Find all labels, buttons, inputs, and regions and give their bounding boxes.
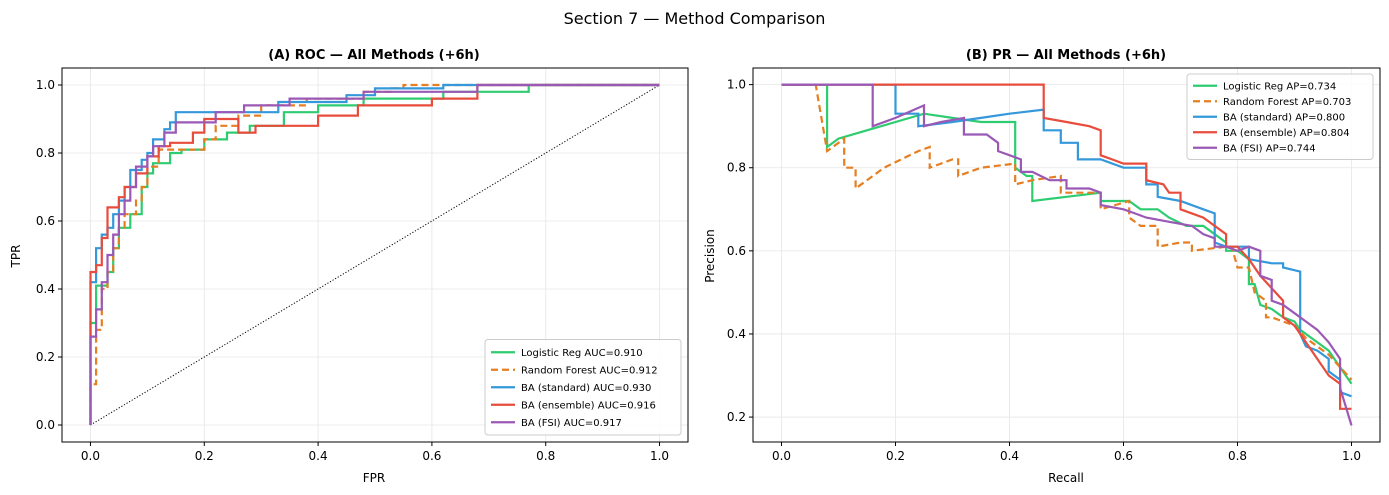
pr-ytick-label: 0.8 [727, 161, 746, 175]
pr-legend-label-4: BA (FSI) AP=0.744 [1223, 143, 1316, 154]
pr-xlabel: Recall [1048, 471, 1084, 485]
pr-legend-label-3: BA (ensemble) AP=0.804 [1223, 128, 1350, 139]
roc-ylabel: TPR [9, 245, 23, 269]
roc-legend-label-3: BA (ensemble) AUC=0.916 [521, 400, 656, 411]
roc-legend-label-0: Logistic Reg AUC=0.910 [521, 348, 643, 359]
roc-ytick-label: 0.2 [36, 350, 55, 364]
pr-xtick-label: 0.8 [1228, 449, 1247, 463]
pr-legend-label-2: BA (standard) AP=0.800 [1223, 112, 1345, 123]
roc-series-4 [89, 83, 660, 425]
roc-xtick-label: 0.4 [309, 449, 328, 463]
roc-title: (A) ROC — All Methods (+6h) [268, 48, 479, 63]
roc-legend-label-4: BA (FSI) AUC=0.917 [521, 418, 622, 429]
pr-xtick-label: 0.0 [772, 449, 791, 463]
roc-ytick-label: 0.8 [36, 146, 55, 160]
pr-legend-box [1186, 73, 1374, 160]
pr-ytick-label: 0.4 [727, 327, 746, 341]
roc-ytick-label: 0.6 [36, 214, 55, 228]
pr-legend-label-0: Logistic Reg AP=0.734 [1223, 81, 1336, 92]
pr-series-4 [781, 83, 1353, 426]
roc-xlabel: FPR [363, 471, 385, 485]
roc-xtick-label: 0.0 [81, 449, 100, 463]
roc-axes-frame [61, 67, 689, 443]
pr-series-1 [781, 83, 1353, 381]
roc-series-3 [89, 83, 660, 425]
pr-series-2 [781, 83, 1352, 398]
pr-series-group [781, 83, 1353, 426]
pr-legend: Logistic Reg AP=0.734 Random Forest AP=0.… [1186, 73, 1374, 160]
roc-ytick-label: 0.4 [36, 282, 55, 296]
figure-title: Section 7 — Method Comparison [564, 9, 826, 28]
roc-legend-label-2: BA (standard) AUC=0.930 [521, 383, 651, 394]
pr-title: (B) PR — All Methods (+6h) [966, 48, 1166, 63]
roc-ytick-label: 1.0 [36, 78, 55, 92]
roc-legend-box [484, 339, 682, 436]
pr-ylabel: Precision [703, 229, 717, 283]
pr-panel: (B) PR — All Methods (+6h) Recall Precis… [703, 48, 1381, 485]
pr-series-3 [781, 83, 1352, 410]
pr-ytick-label: 1.0 [727, 78, 746, 92]
pr-legend-label-1: Random Forest AP=0.703 [1223, 97, 1351, 108]
pr-xtick-label: 1.0 [1342, 449, 1361, 463]
pr-ytick-label: 0.2 [727, 410, 746, 424]
roc-series-0 [89, 83, 660, 425]
roc-xtick-label: 0.6 [422, 449, 441, 463]
roc-series-1 [89, 83, 660, 425]
pr-xtick-label: 0.6 [1114, 449, 1133, 463]
pr-grid [753, 68, 1380, 442]
roc-grid [62, 68, 688, 442]
pr-axes-frame [752, 67, 1381, 443]
roc-xtick-label: 0.8 [536, 449, 555, 463]
pr-ytick-label: 0.6 [727, 244, 746, 258]
roc-series-group [89, 83, 660, 425]
roc-xtick-label: 0.2 [195, 449, 214, 463]
pr-series-0 [781, 83, 1353, 385]
roc-xtick-label: 1.0 [650, 449, 669, 463]
pr-xtick-label: 0.2 [886, 449, 905, 463]
roc-chance-diagonal [90, 84, 660, 426]
roc-legend: Logistic Reg AUC=0.910 Random Forest AUC=… [484, 339, 682, 436]
roc-ytick-label: 0.0 [36, 418, 55, 432]
pr-xtick-label: 0.4 [1000, 449, 1019, 463]
roc-panel: (A) ROC — All Methods (+6h) FPR TPR 0.0 0… [9, 48, 689, 485]
roc-legend-label-1: Random Forest AUC=0.912 [521, 365, 658, 376]
